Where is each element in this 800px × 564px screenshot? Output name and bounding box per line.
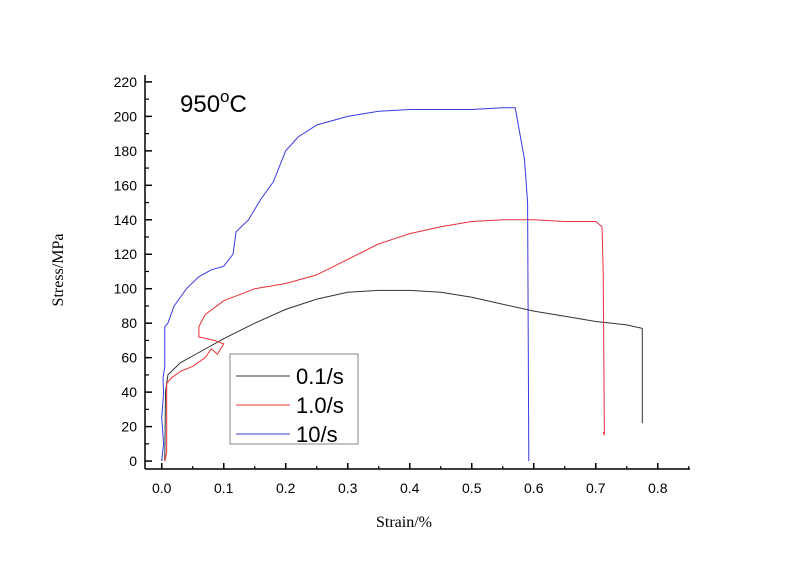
x-tick-label: 0.8 [648,480,668,496]
series-line-0-1-s [164,289,643,462]
y-axis-title: Stress/MPa [50,234,67,307]
temperature-value: 950 [180,91,220,118]
x-tick-label: 0.5 [462,480,482,496]
series-line-10-s [161,107,530,462]
temperature-annotation: 950oC [180,87,247,118]
y-ticks: 0 20 40 60 80 100 120 140 160 180 200 220 [114,74,152,469]
y-tick-label: 0 [129,453,137,469]
y-tick-label: 40 [121,384,137,400]
y-tick-label: 180 [114,143,138,159]
legend-label-1: 1.0/s [296,393,344,418]
y-tick-label: 140 [114,212,138,228]
y-tick-label: 200 [114,108,138,124]
legend-label-2: 10/s [296,422,338,447]
y-tick-label: 220 [114,74,138,90]
legend-box [229,353,359,445]
degree-symbol: o [220,87,229,106]
y-tick-label: 100 [114,281,138,297]
y-tick-label: 80 [121,315,137,331]
x-tick-label: 0.0 [152,480,172,496]
x-ticks: 0.0 0.1 0.2 0.3 0.4 0.5 0.6 0.7 0.8 [152,463,690,496]
x-tick-label: 0.3 [338,480,358,496]
y-tick-label: 60 [121,350,137,366]
x-tick-label: 0.4 [400,480,420,496]
legend-label-0: 0.1/s [296,364,344,389]
x-tick-label: 0.6 [524,480,544,496]
series-layer [161,107,643,462]
temperature-unit: C [230,91,247,118]
y-tick-label: 160 [114,177,138,193]
series-line-1-0-s [164,219,605,462]
y-tick-label: 120 [114,246,138,262]
x-axis-title: Strain/% [376,514,432,531]
x-tick-label: 0.2 [276,480,296,496]
x-tick-label: 0.7 [586,480,606,496]
x-tick-label: 0.1 [214,480,234,496]
y-tick-label: 20 [121,419,137,435]
axes-layer [144,75,690,470]
legend: 0.1/s 1.0/s 10/s [229,353,359,447]
